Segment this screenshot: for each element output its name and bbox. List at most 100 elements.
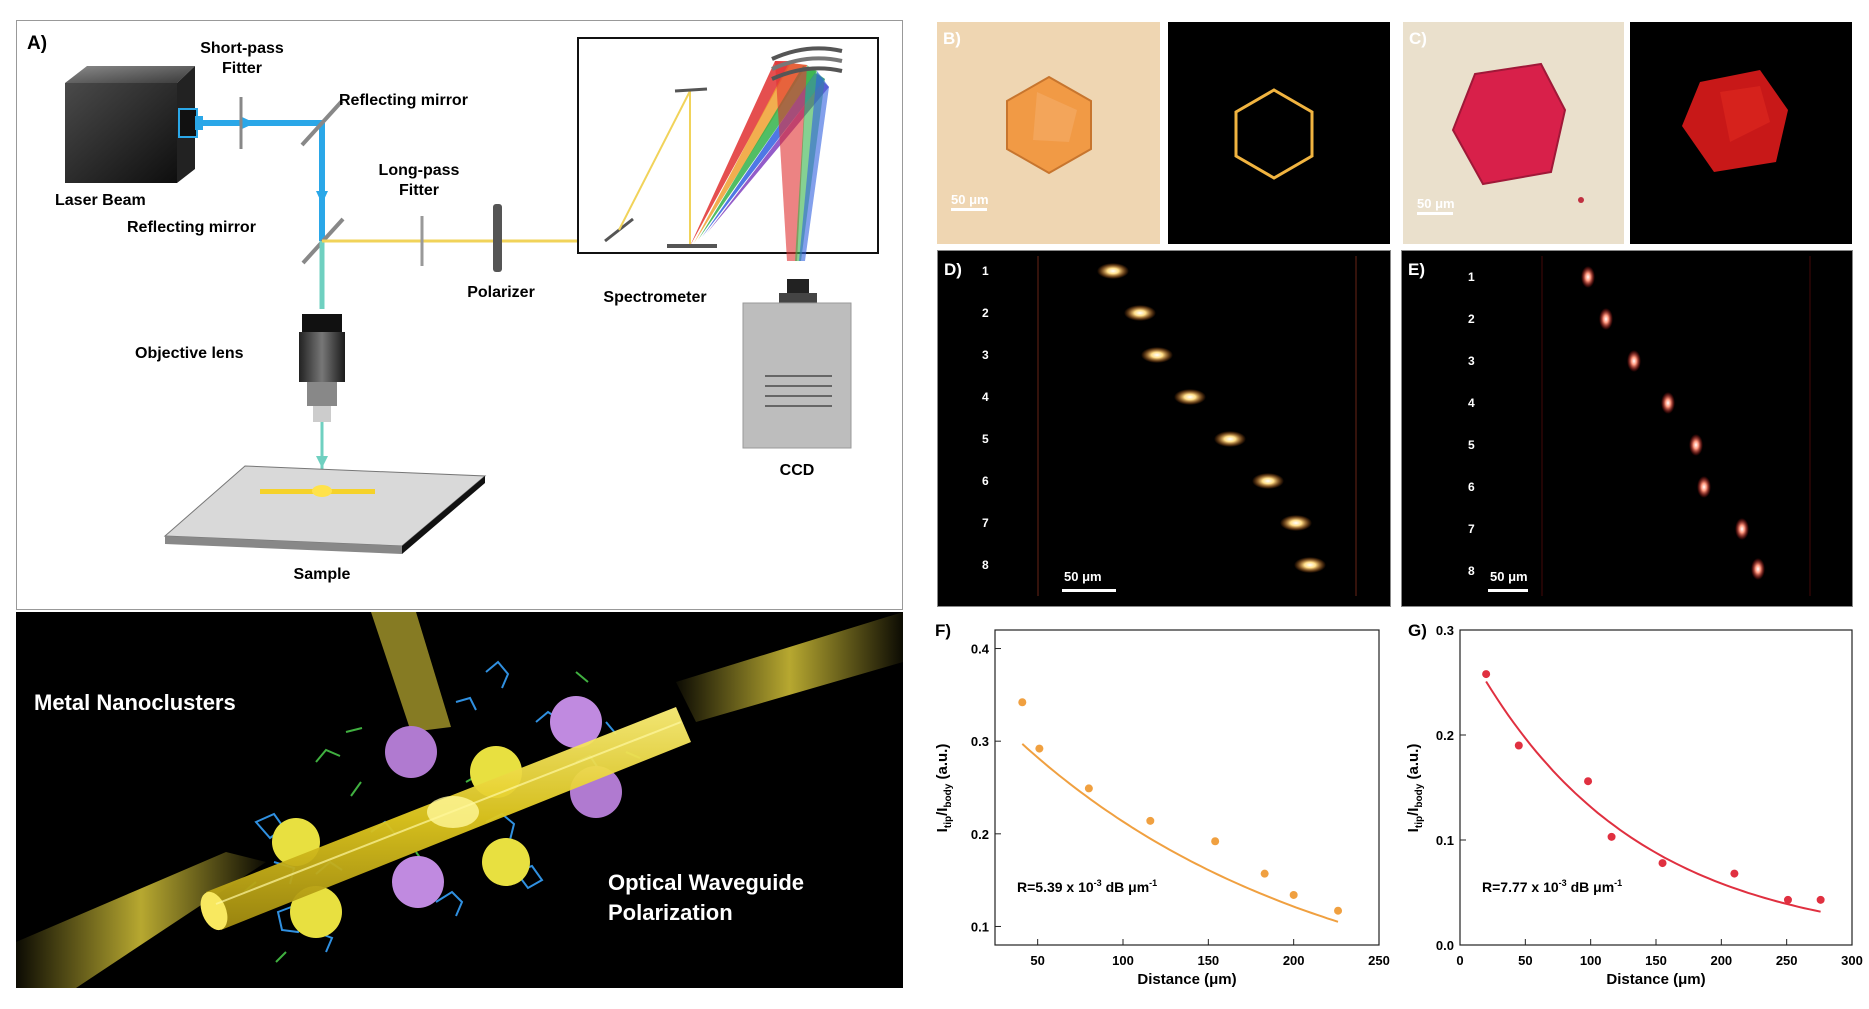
panel-e-label: E) — [1408, 260, 1425, 279]
y-tick-label: 0.0 — [1436, 938, 1454, 953]
focus-arrow — [316, 456, 328, 468]
x-tick-label: 150 — [1645, 953, 1667, 968]
nanocluster-panel: Metal Nanoclusters Optical Waveguide Pol… — [16, 612, 903, 988]
data-point — [1816, 895, 1825, 904]
scale-bar-b — [951, 208, 987, 211]
emission-spots-e — [1581, 266, 1765, 580]
row-label: 6 — [1468, 480, 1475, 494]
emission-spots-d — [1097, 263, 1326, 573]
y-axis-label-f: Itip/Ibody (a.u.) — [934, 744, 954, 833]
polarization-label: Polarization — [608, 900, 733, 925]
input-beam — [371, 612, 451, 732]
data-point — [1783, 895, 1792, 904]
laser-beam-path — [203, 117, 328, 241]
scale-bar-c — [1417, 212, 1453, 215]
x-tick-label: 100 — [1580, 953, 1602, 968]
red-hexagon-crystal — [1451, 62, 1567, 186]
data-point — [1607, 832, 1616, 841]
objective-lens — [299, 314, 345, 422]
y-ticks-g: 0.0 0.1 0.2 0.3 — [1436, 623, 1466, 953]
data-points-g — [1482, 670, 1825, 904]
scale-label-b: 50 μm — [951, 192, 989, 207]
x-ticks-f: 50 100 150 200 250 — [1030, 939, 1390, 968]
laser-beam-label: Laser Beam — [55, 192, 146, 209]
data-points-f — [1018, 698, 1343, 915]
x-ticks-g: 0 50 100 150 200 250 300 — [1456, 939, 1863, 968]
scale-bar-e — [1488, 589, 1528, 592]
fluorescence-image-b — [1234, 88, 1314, 180]
data-point — [1334, 906, 1343, 915]
y-tick-label: 0.4 — [971, 642, 990, 657]
laser-source — [65, 66, 203, 183]
row-label: 7 — [982, 516, 989, 530]
chart-g: G) 0 50 100 150 200 250 300 0.0 0.1 0.2 0.3 Dista… — [1405, 621, 1863, 988]
metal-nanoclusters-label: Metal Nanoclusters — [34, 690, 236, 715]
row-label: 8 — [982, 558, 989, 572]
panel-b-label: B) — [943, 29, 961, 48]
row-label: 3 — [982, 348, 989, 362]
scale-label-c: 50 μm — [1417, 196, 1455, 211]
row-label: 5 — [1468, 438, 1475, 452]
ccd-camera — [742, 279, 852, 449]
spectrometer-label: Spectrometer — [603, 289, 706, 306]
data-point — [1482, 670, 1491, 679]
x-tick-label: 100 — [1112, 953, 1134, 968]
data-point — [1146, 816, 1155, 825]
x-tick-label: 150 — [1197, 953, 1219, 968]
chart-f: F) 50 100 150 200 250 0.1 0.2 0.3 0.4 Distance … — [934, 621, 1390, 988]
x-tick-label: 0 — [1456, 953, 1463, 968]
setup-diagram: A) Laser Beam Short-pass Fitter Reflecti… — [27, 33, 879, 583]
row-label: 7 — [1468, 522, 1475, 536]
scale-label-e: 50 μm — [1490, 569, 1528, 584]
annotation-g: R=7.77 x 10-3 dB μm-1 — [1482, 878, 1622, 895]
panel-e-waveguide: E) 1 2 3 4 5 6 7 8 50 μm — [1401, 250, 1853, 607]
plot-frame-f — [994, 629, 1380, 946]
row-labels-e: 1 2 3 4 5 6 7 8 — [1468, 270, 1475, 578]
sample-stage — [163, 465, 487, 554]
row-label: 6 — [982, 474, 989, 488]
objective-lens-label: Objective lens — [135, 345, 244, 362]
panel-c-brightfield: 50 μm C) — [1403, 22, 1624, 244]
optical-waveguide-label: Optical Waveguide — [608, 870, 804, 895]
data-point — [1084, 784, 1093, 793]
row-label: 1 — [982, 264, 989, 278]
x-tick-label: 200 — [1283, 953, 1305, 968]
y-ticks-f: 0.1 0.2 0.3 0.4 — [971, 642, 1001, 934]
x-axis-label-f: Distance (μm) — [1137, 971, 1236, 988]
short-pass-label-2: Fitter — [222, 60, 262, 77]
brightfield-image-b: 50 μm B) — [943, 29, 1092, 211]
nanocluster-illustration: Metal Nanoclusters Optical Waveguide Pol… — [16, 612, 903, 988]
spectrometer — [577, 37, 879, 254]
long-pass-label: Long-pass — [379, 162, 460, 179]
row-label: 5 — [982, 432, 989, 446]
data-point — [1260, 869, 1269, 878]
output-beam-left — [16, 852, 266, 988]
row-label: 4 — [982, 390, 989, 404]
panel-d-label: D) — [944, 260, 962, 279]
fluorescence-image-c — [1682, 70, 1788, 172]
row-labels-d: 1 2 3 4 5 6 7 8 — [982, 264, 989, 572]
y-tick-label: 0.3 — [971, 734, 989, 749]
panel-c-fluorescence — [1630, 22, 1852, 244]
data-point — [1658, 859, 1667, 868]
panel-b-fluorescence — [1168, 22, 1390, 244]
fit-curve-g — [1485, 680, 1821, 913]
data-point — [1035, 744, 1044, 753]
mirror-top-label: Reflecting mirror — [339, 92, 468, 109]
reflecting-mirror-top — [300, 99, 344, 147]
y-tick-label: 0.1 — [1436, 833, 1454, 848]
waveguide-image-d: D) 1 2 3 4 5 6 7 8 50 μm — [944, 256, 1357, 596]
polarizer — [493, 204, 502, 272]
chart-f-panel: F) 50 100 150 200 250 0.1 0.2 0.3 0.4 Distance … — [925, 612, 1391, 997]
y-tick-label: 0.3 — [1436, 623, 1454, 638]
panel-b-brightfield: 50 μm B) — [937, 22, 1160, 244]
setup-panel: A) Laser Beam Short-pass Fitter Reflecti… — [16, 20, 903, 610]
chart-f-label: F) — [935, 621, 951, 640]
plot-frame-g — [1459, 629, 1853, 946]
scale-label-d: 50 μm — [1064, 569, 1102, 584]
x-tick-label: 50 — [1518, 953, 1532, 968]
x-tick-label: 50 — [1030, 953, 1044, 968]
x-tick-label: 200 — [1710, 953, 1732, 968]
sample-label: Sample — [294, 566, 351, 583]
output-beam-right — [676, 612, 903, 722]
